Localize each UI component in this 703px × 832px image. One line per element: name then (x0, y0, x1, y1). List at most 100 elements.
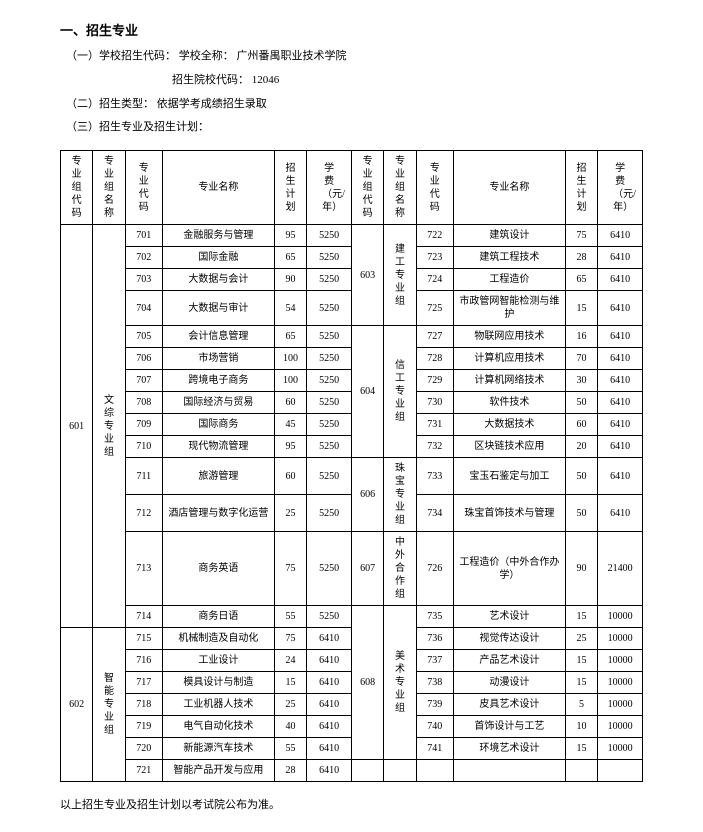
cell-empty (565, 760, 597, 782)
cell-code: 739 (416, 694, 453, 716)
cell-fee: 5250 (307, 495, 352, 532)
cell-fee: 6410 (307, 716, 352, 738)
cell-plan: 40 (274, 716, 306, 738)
table-row: 711旅游管理605250606珠宝专业组733宝玉石鉴定与加工506410 (61, 458, 643, 495)
th-major-code-r: 专业代码 (416, 151, 453, 225)
cell-major: 模具设计与制造 (162, 672, 274, 694)
footer-note: 以上招生专业及招生计划以考试院公布为准。 (60, 796, 643, 812)
cell-fee: 6410 (307, 650, 352, 672)
cell-fee: 6410 (307, 694, 352, 716)
code-line: 招生院校代码： 12046 (172, 71, 643, 91)
cell-code: 708 (125, 392, 162, 414)
cell-plan: 55 (274, 606, 306, 628)
cell-code: 729 (416, 370, 453, 392)
cell-plan: 75 (274, 532, 306, 606)
cell-major: 动漫设计 (453, 672, 565, 694)
cell-code: 701 (125, 225, 162, 247)
cell-code: 723 (416, 247, 453, 269)
cell-major: 建筑设计 (453, 225, 565, 247)
cell-code: 704 (125, 291, 162, 326)
th-fee-r: 学费（元/年） (598, 151, 643, 225)
table-row: 721智能产品开发与应用286410 (61, 760, 643, 782)
cell-major: 产品艺术设计 (453, 650, 565, 672)
cell-empty (351, 760, 383, 782)
cell-plan: 100 (274, 348, 306, 370)
cell-plan: 65 (274, 247, 306, 269)
cell-code: 709 (125, 414, 162, 436)
cell-major: 艺术设计 (453, 606, 565, 628)
cell-code: 726 (416, 532, 453, 606)
cell-fee: 5250 (307, 348, 352, 370)
cell-major: 首饰设计与工艺 (453, 716, 565, 738)
cell-fee: 6410 (598, 495, 643, 532)
cell-code: 711 (125, 458, 162, 495)
cell-major: 皮具艺术设计 (453, 694, 565, 716)
cell-code: 714 (125, 606, 162, 628)
cell-fee: 6410 (307, 672, 352, 694)
cell-code: 713 (125, 532, 162, 606)
cell-code: 737 (416, 650, 453, 672)
cell-major: 工业设计 (162, 650, 274, 672)
cell-code: 720 (125, 738, 162, 760)
cell-plan: 15 (565, 738, 597, 760)
cell-fee: 6410 (598, 392, 643, 414)
table-body: 601文综专业组701金融服务与管理955250603建工专业组722建筑设计7… (61, 225, 643, 782)
cell-code: 725 (416, 291, 453, 326)
cell-fee: 10000 (598, 628, 643, 650)
cell-major: 会计信息管理 (162, 326, 274, 348)
cell-group-code: 608 (351, 606, 383, 760)
cell-plan: 10 (565, 716, 597, 738)
cell-major: 智能产品开发与应用 (162, 760, 274, 782)
cell-plan: 55 (274, 738, 306, 760)
cell-plan: 100 (274, 370, 306, 392)
table-row: 601文综专业组701金融服务与管理955250603建工专业组722建筑设计7… (61, 225, 643, 247)
cell-fee: 10000 (598, 606, 643, 628)
cell-code: 715 (125, 628, 162, 650)
cell-major: 旅游管理 (162, 458, 274, 495)
cell-plan: 95 (274, 436, 306, 458)
cell-code: 712 (125, 495, 162, 532)
cell-fee: 5250 (307, 370, 352, 392)
cell-fee: 5250 (307, 532, 352, 606)
cell-plan: 60 (565, 414, 597, 436)
cell-group-name: 中外合作组 (384, 532, 416, 606)
cell-plan: 28 (565, 247, 597, 269)
code-value: 12046 (252, 74, 280, 86)
cell-group-code: 604 (351, 326, 383, 458)
cell-plan: 20 (565, 436, 597, 458)
cell-plan: 15 (565, 291, 597, 326)
cell-fee: 6410 (598, 414, 643, 436)
section-title: 一、招生专业 (60, 20, 643, 39)
cell-major: 商务日语 (162, 606, 274, 628)
cell-major: 机械制造及自动化 (162, 628, 274, 650)
line-2: （二）招生类型： 依据学考成绩招生录取 (66, 95, 643, 115)
cell-code: 727 (416, 326, 453, 348)
cell-major: 计算机应用技术 (453, 348, 565, 370)
table-row: 714商务日语555250608美术专业组735艺术设计1510000 (61, 606, 643, 628)
cell-code: 732 (416, 436, 453, 458)
line1-value: 广州番禺职业技术学院 (237, 50, 347, 62)
cell-code: 717 (125, 672, 162, 694)
cell-code: 736 (416, 628, 453, 650)
cell-plan: 15 (565, 606, 597, 628)
cell-plan: 16 (565, 326, 597, 348)
cell-code: 706 (125, 348, 162, 370)
cell-empty (384, 760, 416, 782)
th-major-name-l: 专业名称 (162, 151, 274, 225)
th-plan-l: 招生计划 (274, 151, 306, 225)
cell-major: 工业机器人技术 (162, 694, 274, 716)
cell-fee: 6410 (307, 760, 352, 782)
cell-major: 电气自动化技术 (162, 716, 274, 738)
cell-major: 跨境电子商务 (162, 370, 274, 392)
cell-fee: 6410 (598, 370, 643, 392)
cell-major: 市政管网智能检测与维护 (453, 291, 565, 326)
cell-code: 734 (416, 495, 453, 532)
cell-plan: 65 (274, 326, 306, 348)
cell-fee: 5250 (307, 414, 352, 436)
th-group-name-l: 专业组名称 (93, 151, 125, 225)
cell-plan: 25 (565, 628, 597, 650)
cell-fee: 6410 (598, 225, 643, 247)
cell-plan: 50 (565, 458, 597, 495)
cell-plan: 60 (274, 392, 306, 414)
cell-major: 珠宝首饰技术与管理 (453, 495, 565, 532)
